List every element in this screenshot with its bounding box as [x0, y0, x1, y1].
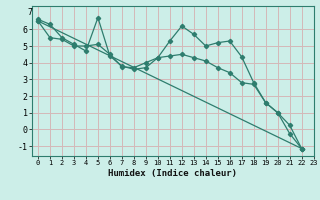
- Text: 7: 7: [27, 8, 32, 17]
- X-axis label: Humidex (Indice chaleur): Humidex (Indice chaleur): [108, 169, 237, 178]
